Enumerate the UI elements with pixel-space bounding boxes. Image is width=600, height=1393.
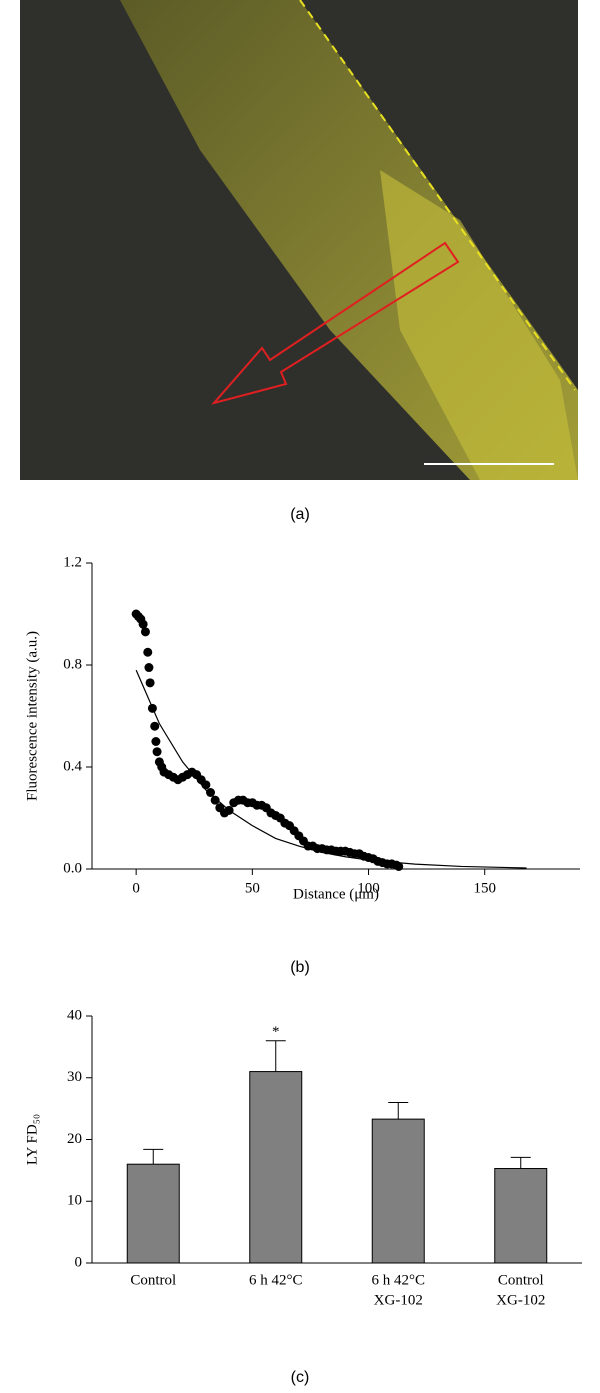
y-tick-label: 0 xyxy=(75,1254,83,1270)
caption: (c) xyxy=(291,1369,310,1386)
annotation: * xyxy=(272,1024,280,1040)
data-point xyxy=(152,747,162,757)
data-point xyxy=(151,737,161,746)
data-point xyxy=(143,647,153,657)
x-tick-label: Control xyxy=(130,1272,176,1288)
fit-line xyxy=(135,669,527,869)
x-tick-label: Control xyxy=(498,1272,544,1288)
error-bar xyxy=(388,1101,409,1120)
error-bar xyxy=(143,1148,164,1165)
error-bar xyxy=(510,1156,531,1169)
caption: (a) xyxy=(290,506,310,523)
data-point xyxy=(394,861,404,871)
error-bar xyxy=(265,1040,286,1072)
data-point xyxy=(144,663,154,673)
x-tick-label: 6 h 42°C xyxy=(371,1272,425,1288)
data-point xyxy=(150,721,160,731)
x-tick-label: 100 xyxy=(357,880,380,896)
y-tick-label: 0.4 xyxy=(63,758,82,774)
y-tick-label: 40 xyxy=(67,1007,82,1023)
y-tick-label: 30 xyxy=(67,1069,82,1085)
x-tick-label: 150 xyxy=(473,880,496,896)
bar xyxy=(494,1168,548,1264)
data-point xyxy=(201,780,211,790)
bar xyxy=(371,1118,425,1264)
y-axis-label: Fluorescence intensity (a.u.) xyxy=(24,631,40,801)
x-tick-label: XG-102 xyxy=(374,1292,423,1308)
caption: (b) xyxy=(290,959,310,976)
bar xyxy=(249,1071,303,1264)
x-tick-label: 0 xyxy=(132,880,140,896)
bar xyxy=(126,1163,180,1264)
y-tick-label: 0.8 xyxy=(63,656,82,672)
x-axis-label: Distance (μm) xyxy=(293,886,379,902)
x-tick-label: 50 xyxy=(245,880,260,896)
data-point xyxy=(145,678,155,688)
y-tick-label: 10 xyxy=(67,1193,82,1209)
micrograph xyxy=(20,0,578,480)
x-tick-label: XG-102 xyxy=(496,1292,545,1308)
data-point xyxy=(138,619,148,629)
x-tick-label: 6 h 42°C xyxy=(249,1272,303,1288)
y-tick-label: 20 xyxy=(67,1131,82,1147)
y-tick-label: 0.0 xyxy=(63,860,82,876)
data-point xyxy=(210,795,220,805)
data-point xyxy=(206,788,216,797)
data-point xyxy=(140,627,150,637)
y-axis-label: LY FD₅₀ xyxy=(24,1114,40,1165)
y-tick-label: 1.2 xyxy=(63,554,82,570)
